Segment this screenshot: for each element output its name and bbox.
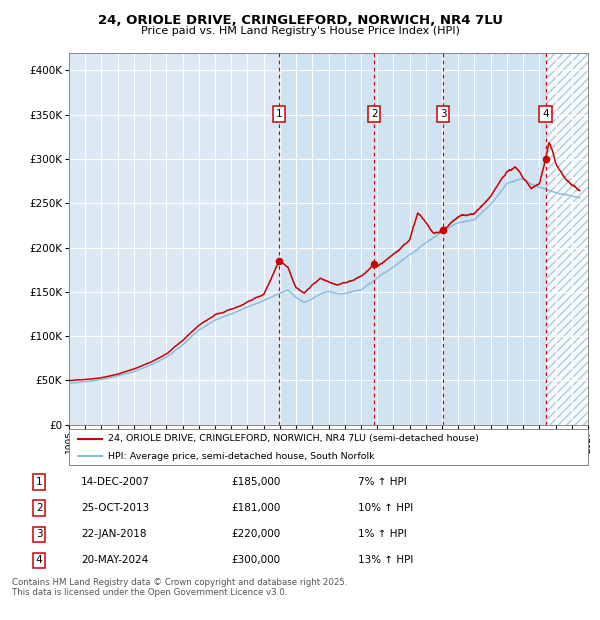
Text: 1% ↑ HPI: 1% ↑ HPI bbox=[358, 529, 406, 539]
Text: 2: 2 bbox=[36, 503, 43, 513]
Text: Contains HM Land Registry data © Crown copyright and database right 2025.
This d: Contains HM Land Registry data © Crown c… bbox=[12, 578, 347, 597]
Text: £181,000: £181,000 bbox=[231, 503, 280, 513]
Text: 24, ORIOLE DRIVE, CRINGLEFORD, NORWICH, NR4 7LU (semi-detached house): 24, ORIOLE DRIVE, CRINGLEFORD, NORWICH, … bbox=[108, 434, 479, 443]
Text: £220,000: £220,000 bbox=[231, 529, 280, 539]
Text: 20-MAY-2024: 20-MAY-2024 bbox=[81, 556, 148, 565]
Text: 3: 3 bbox=[440, 109, 446, 119]
Text: 4: 4 bbox=[36, 556, 43, 565]
Text: £185,000: £185,000 bbox=[231, 477, 280, 487]
Text: 1: 1 bbox=[36, 477, 43, 487]
Bar bbox=[545, 53, 588, 425]
Text: Price paid vs. HM Land Registry's House Price Index (HPI): Price paid vs. HM Land Registry's House … bbox=[140, 26, 460, 36]
Text: 1: 1 bbox=[276, 109, 283, 119]
Text: £300,000: £300,000 bbox=[231, 556, 280, 565]
Bar bbox=[374, 53, 443, 425]
Bar bbox=[443, 53, 545, 425]
Bar bbox=[545, 53, 588, 425]
Text: 7% ↑ HPI: 7% ↑ HPI bbox=[358, 477, 406, 487]
Text: 22-JAN-2018: 22-JAN-2018 bbox=[81, 529, 146, 539]
Text: 10% ↑ HPI: 10% ↑ HPI bbox=[358, 503, 413, 513]
Text: 13% ↑ HPI: 13% ↑ HPI bbox=[358, 556, 413, 565]
Text: HPI: Average price, semi-detached house, South Norfolk: HPI: Average price, semi-detached house,… bbox=[108, 451, 374, 461]
Text: 24, ORIOLE DRIVE, CRINGLEFORD, NORWICH, NR4 7LU: 24, ORIOLE DRIVE, CRINGLEFORD, NORWICH, … bbox=[97, 14, 503, 27]
Text: 25-OCT-2013: 25-OCT-2013 bbox=[81, 503, 149, 513]
Text: 2: 2 bbox=[371, 109, 377, 119]
Text: 4: 4 bbox=[542, 109, 549, 119]
Text: 14-DEC-2007: 14-DEC-2007 bbox=[81, 477, 150, 487]
Bar bbox=[279, 53, 374, 425]
Text: 3: 3 bbox=[36, 529, 43, 539]
